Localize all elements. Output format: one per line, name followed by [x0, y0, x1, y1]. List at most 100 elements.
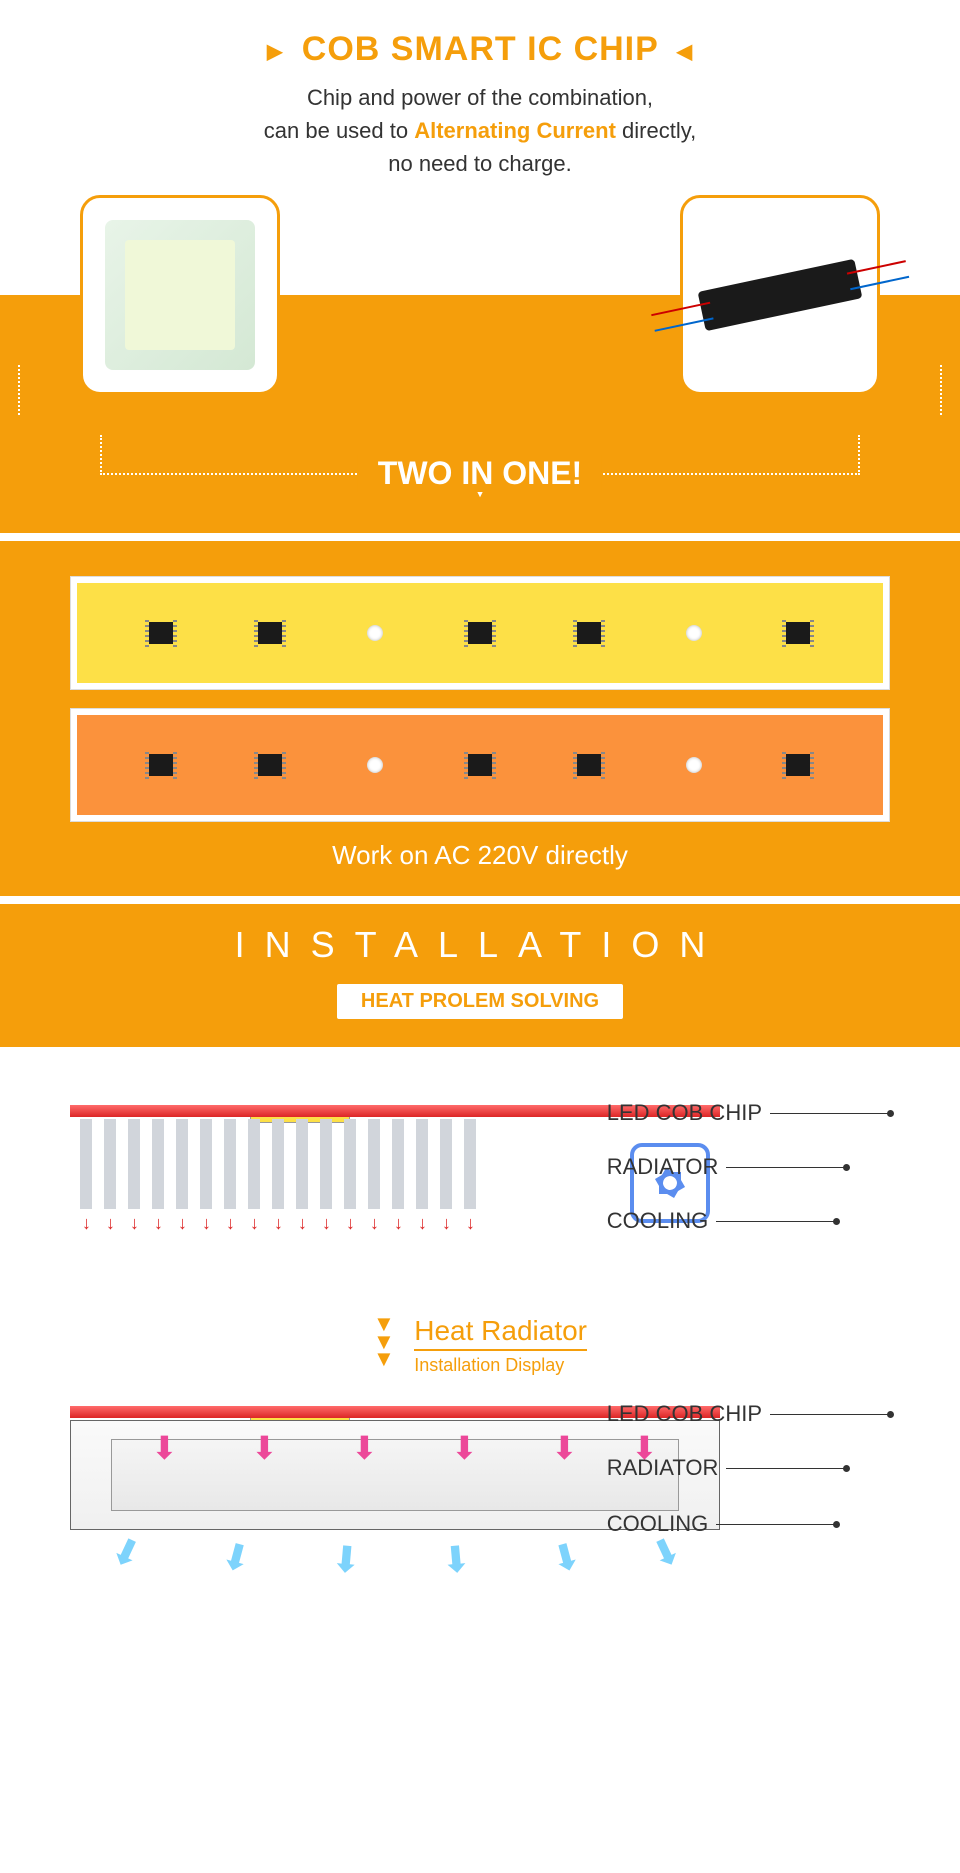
led-hole-icon [367, 625, 383, 641]
led-strip-surface [77, 583, 883, 683]
driver-wire-icon [651, 302, 710, 316]
heat-wave-icon: ↓ [322, 1213, 331, 1234]
chip-product-box [80, 195, 280, 395]
fin-icon: ↓ [104, 1119, 116, 1209]
cool-arrow-icon: ⬇ [329, 1538, 363, 1582]
subtitle-block: Chip and power of the combination, can b… [20, 81, 940, 180]
fin-icon: ↓ [320, 1119, 332, 1209]
fin-icon: ↓ [296, 1119, 308, 1209]
ic-chip-icon [577, 622, 601, 644]
heat-wave-icon: ↓ [442, 1213, 451, 1234]
dotted-connector-icon [940, 365, 942, 415]
fin-icon: ↓ [416, 1119, 428, 1209]
middle-title: Heat Radiator [414, 1315, 587, 1351]
two-in-one-label-area: TWO IN ONE! ▼ [0, 415, 960, 513]
middle-note: ▼▼▼ Heat Radiator Installation Display [70, 1315, 890, 1376]
driver-wire-icon [847, 260, 906, 274]
heat-wave-icon: ↓ [274, 1213, 283, 1234]
heat-arrow-icon: ⬇ [151, 1429, 178, 1467]
arrow-right-icon: ▶ [267, 39, 283, 64]
fin-icon: ↓ [440, 1119, 452, 1209]
ic-chip-icon [786, 622, 810, 644]
label-led: LED COB CHIP [607, 1401, 762, 1427]
ic-chip-icon [258, 754, 282, 776]
heat-wave-icon: ↓ [298, 1213, 307, 1234]
led-hole-icon [686, 625, 702, 641]
diagram-section: ↓ ↓ ↓ ↓ ↓ ↓ ↓ ↓ ↓ ↓ ↓ ↓ ↓ ↓ ↓ ↓ ↓ [0, 1047, 960, 1706]
ic-chip-icon [468, 754, 492, 776]
driver-wire-icon [850, 276, 909, 290]
heat-wave-icon: ↓ [370, 1213, 379, 1234]
middle-text-block: Heat Radiator Installation Display [414, 1315, 587, 1376]
led-strips-section: Work on AC 220V directly [0, 541, 960, 896]
label-row: LED COB CHIP [607, 1100, 890, 1126]
driver-wire-icon [655, 317, 714, 331]
divider [0, 896, 960, 904]
main-title: ▶ COB SMART IC CHIP ◀ [20, 30, 940, 69]
heat-arrow-icon: ⬇ [451, 1429, 478, 1467]
led-strip-yellow [70, 576, 890, 690]
fin-icon: ↓ [368, 1119, 380, 1209]
fin-icon: ↓ [392, 1119, 404, 1209]
heat-arrow-icon: ⬇ [251, 1429, 278, 1467]
diagram-labels: LED COB CHIP RADIATOR COOLING [607, 1100, 890, 1262]
led-hole-icon [367, 757, 383, 773]
heat-wave-icon: ↓ [106, 1213, 115, 1234]
led-strip-orange [70, 708, 890, 822]
label-connector-icon [770, 1113, 890, 1114]
led-hole-icon [686, 757, 702, 773]
label-cooling: COOLING [607, 1208, 708, 1234]
led-driver-image [698, 259, 863, 331]
ic-chip-icon [149, 622, 173, 644]
label-row: COOLING [607, 1511, 890, 1537]
fin-icon: ↓ [152, 1119, 164, 1209]
label-connector-icon [726, 1468, 846, 1469]
dotted-box-icon: TWO IN ONE! [100, 435, 860, 475]
fin-icon: ↓ [272, 1119, 284, 1209]
cool-arrow-icon: ⬇ [216, 1534, 256, 1582]
diagram-labels: LED COB CHIP RADIATOR COOLING [607, 1401, 890, 1565]
down-arrows-icon: ▼▼▼ [373, 1315, 395, 1368]
label-radiator: RADIATOR [607, 1455, 719, 1481]
strips-caption: Work on AC 220V directly [70, 840, 890, 871]
label-connector-icon [726, 1167, 846, 1168]
heat-wave-icon: ↓ [178, 1213, 187, 1234]
fin-icon: ↓ [224, 1119, 236, 1209]
cob-chip-image [105, 220, 255, 370]
infographic-container: ▶ COB SMART IC CHIP ◀ Chip and power of … [0, 0, 960, 1706]
label-row: LED COB CHIP [607, 1401, 890, 1427]
heat-wave-icon: ↓ [466, 1213, 475, 1234]
label-radiator: RADIATOR [607, 1154, 719, 1180]
label-led: LED COB CHIP [607, 1100, 762, 1126]
heat-wave-icon: ↓ [154, 1213, 163, 1234]
subtitle-line1: Chip and power of the combination, [20, 81, 940, 114]
two-in-one-label: TWO IN ONE! [358, 455, 602, 492]
ic-chip-icon [149, 754, 173, 776]
fin-icon: ↓ [200, 1119, 212, 1209]
heat-wave-icon: ↓ [394, 1213, 403, 1234]
fin-icon: ↓ [80, 1119, 92, 1209]
fin-icon: ↓ [128, 1119, 140, 1209]
cooling-inner-icon [111, 1439, 679, 1511]
label-row: COOLING [607, 1208, 890, 1234]
label-connector-icon [716, 1524, 836, 1525]
heat-wave-icon: ↓ [226, 1213, 235, 1234]
fin-icon: ↓ [464, 1119, 476, 1209]
ic-chip-icon [258, 622, 282, 644]
heatsink-diagram-2: ⬇ ⬇ ⬇ ⬇ ⬇ ⬇ ⬇ ⬇ ⬇ ⬇ ⬇ ⬇ LED COB CHIP RAD… [70, 1406, 890, 1646]
heat-wave-icon: ↓ [130, 1213, 139, 1234]
subtitle-line3: no need to charge. [20, 147, 940, 180]
heat-arrow-icon: ⬇ [551, 1429, 578, 1467]
label-row: RADIATOR [607, 1455, 890, 1481]
ic-chip-icon [577, 754, 601, 776]
dotted-connector-icon [18, 365, 20, 415]
fin-icon: ↓ [344, 1119, 356, 1209]
ic-chip-icon [468, 622, 492, 644]
label-connector-icon [716, 1221, 836, 1222]
middle-subtitle: Installation Display [414, 1355, 587, 1376]
installation-header: INSTALLATION HEAT PROLEM SOLVING [0, 904, 960, 1047]
cool-arrow-icon: ⬇ [546, 1534, 586, 1582]
label-cooling: COOLING [607, 1511, 708, 1537]
led-strip-surface [77, 715, 883, 815]
ic-chip-icon [786, 754, 810, 776]
